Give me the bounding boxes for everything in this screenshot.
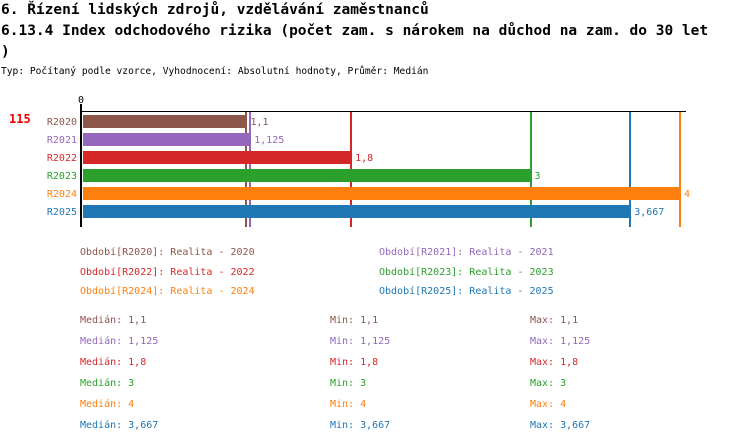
category-label-R2023: R2023 [46, 171, 77, 182]
value-label-R2021: 1,125 [254, 135, 285, 146]
stat-max-R2020: Max: 1,1 [530, 315, 579, 326]
median-line-R2024 [679, 112, 681, 227]
stat-min-R2021: Min: 1,125 [330, 336, 391, 347]
stat-min-R2023: Min: 3 [330, 378, 367, 389]
stat-min-R2020: Min: 1,1 [330, 315, 379, 326]
plot-area: R2020 1,1 R2021 1,125 R2022 1,8 R2023 3 R2024 4 R2… [0, 90, 750, 230]
stat-median-R2020: Medián: 1,1 [80, 315, 147, 326]
bar-R2024 [83, 187, 680, 200]
stat-median-R2024: Medián: 4 [80, 399, 135, 410]
indicator-title: 6.13.4 Index odchodového rizika (počet z… [1, 23, 709, 39]
stat-max-R2023: Max: 3 [530, 378, 567, 389]
row-count-label: 115 [9, 112, 31, 126]
stat-median-R2021: Medián: 1,125 [80, 336, 159, 347]
stat-max-R2024: Max: 4 [530, 399, 567, 410]
legend-item-R2020: Období[R2020]: Realita - 2020 [80, 247, 255, 258]
stat-min-R2024: Min: 4 [330, 399, 367, 410]
indicator-meta: Typ: Počítaný podle vzorce, Vyhodnocení:… [1, 66, 429, 77]
stat-max-R2022: Max: 1,8 [530, 357, 579, 368]
x-axis-line [80, 111, 686, 112]
median-line-R2025 [629, 112, 632, 227]
category-label-R2025: R2025 [46, 207, 77, 218]
value-label-R2024: 4 [684, 189, 691, 200]
stat-min-R2022: Min: 1,8 [330, 357, 379, 368]
bar-R2025 [83, 205, 631, 218]
page-title: 6. Řízení lidských zdrojů, vzdělávání za… [1, 2, 429, 18]
category-label-R2021: R2021 [46, 135, 77, 146]
bar-R2021 [83, 133, 251, 146]
median-line-R2023 [529, 112, 532, 227]
legend-item-R2024: Období[R2024]: Realita - 2024 [80, 286, 255, 297]
value-label-R2025: 3,667 [634, 207, 665, 218]
indicator-title-wrap: ) [1, 44, 10, 60]
y-axis-line [80, 104, 82, 227]
stat-median-R2022: Medián: 1,8 [80, 357, 147, 368]
axis-origin-tick-label: 0 [77, 95, 85, 106]
category-label-R2024: R2024 [46, 189, 77, 200]
bar-chart: 115 0 R2020 1,1 R2021 1,125 R2022 1,8 R2023 3 R2… [0, 90, 750, 230]
stat-median-R2023: Medián: 3 [80, 378, 135, 389]
stat-max-R2025: Max: 3,667 [530, 420, 591, 431]
value-label-R2023: 3 [534, 171, 541, 182]
category-label-R2022: R2022 [46, 153, 77, 164]
value-label-R2022: 1,8 [355, 153, 374, 164]
legend-item-R2021: Období[R2021]: Realita - 2021 [379, 247, 554, 258]
stat-median-R2025: Medián: 3,667 [80, 420, 159, 431]
value-label-R2020: 1,1 [250, 117, 269, 128]
stat-max-R2021: Max: 1,125 [530, 336, 591, 347]
bar-R2022 [83, 151, 352, 164]
category-label-R2020: R2020 [46, 117, 77, 128]
stat-min-R2025: Min: 3,667 [330, 420, 391, 431]
legend-item-R2025: Období[R2025]: Realita - 2025 [379, 286, 554, 297]
legend-item-R2022: Období[R2022]: Realita - 2022 [80, 267, 255, 278]
legend-item-R2023: Období[R2023]: Realita - 2023 [379, 267, 554, 278]
bar-R2020 [83, 115, 247, 128]
bar-R2023 [83, 169, 531, 182]
